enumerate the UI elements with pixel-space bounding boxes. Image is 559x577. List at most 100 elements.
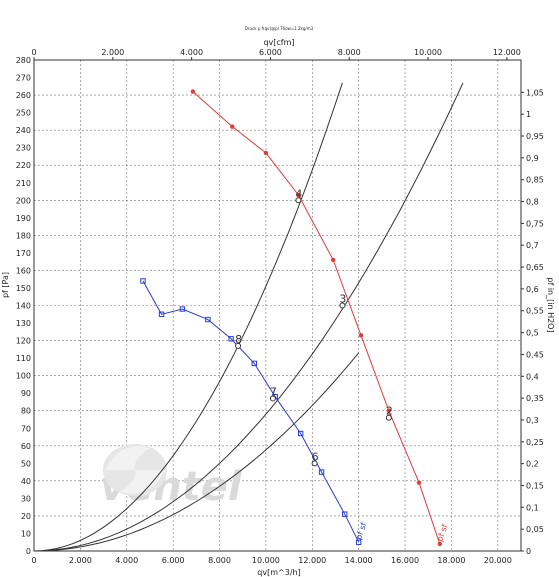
y2-tick-label: 1,05 [526, 88, 544, 97]
data-point-red [230, 124, 235, 129]
x-tick-label: 20.000 [484, 556, 512, 565]
operating-point-label: 7 [270, 385, 277, 398]
x-tick-label: 12.000 [298, 556, 326, 565]
y2-tick-label: 0,45 [526, 350, 544, 359]
y-tick-label: 20 [21, 512, 31, 521]
data-point-blue [355, 539, 362, 545]
y2-tick-label: 0,9 [526, 154, 539, 163]
tick-labels-layer: 0 2.000 4.000 6.000 8.000 10.000 12.000 14.000 1… [16, 48, 544, 565]
system-curve-1 [33, 352, 360, 552]
y2-tick-label: 0,15 [526, 481, 544, 490]
x2-tick-label: 2.000 [101, 48, 124, 57]
x2-tick-label: 10.000 [414, 48, 442, 57]
y2-tick-label: 0,8 [526, 198, 539, 207]
fan-icon [103, 444, 167, 496]
grid-layer [34, 59, 521, 551]
y-tick-label: 250 [16, 109, 31, 118]
operating-point-marker [295, 197, 302, 204]
y2-tick-label: 1 [526, 110, 531, 119]
data-point-red [190, 89, 196, 94]
data-point-blue [297, 430, 304, 437]
plot-border [33, 59, 522, 552]
y-tick-label: 90 [21, 389, 31, 398]
operating-points-layer: 2 3 4 6 7 8 [235, 187, 393, 467]
y-tick-label: 130 [16, 319, 31, 328]
data-point-blue [318, 469, 325, 475]
x-tick-label: 14.000 [345, 556, 373, 565]
data-point-red [296, 192, 301, 198]
data-point-red [386, 408, 392, 413]
y-tick-label: 120 [16, 337, 31, 346]
y2-tick-label: 0,2 [526, 460, 539, 469]
y2-tick-label: 0 [526, 547, 531, 556]
data-point-red [358, 333, 364, 338]
operating-point-label: 6 [312, 450, 319, 463]
data-point-blue [342, 511, 348, 517]
series-name-red: pf sf [435, 523, 449, 543]
y-tick-label: 70 [21, 424, 31, 433]
y-tick-label: 260 [16, 91, 31, 100]
y2-tick-label: 0,3 [526, 416, 539, 425]
y-tick-label: 210 [16, 179, 31, 188]
y2-tick-label: 0,75 [526, 219, 544, 228]
y-tick-label: 30 [21, 494, 31, 503]
data-point-red [263, 150, 269, 156]
x-tick-label: 18.000 [437, 556, 465, 565]
operating-point-marker [311, 460, 318, 467]
x-tick-label: 2.000 [69, 556, 92, 565]
system-curve-2 [33, 82, 464, 552]
y-tick-label: 80 [21, 407, 31, 416]
y-tick-label: 230 [16, 144, 31, 153]
y-tick-label: 0 [26, 547, 31, 556]
y2-tick-label: 0,05 [526, 525, 544, 534]
data-point-blue [228, 336, 234, 342]
y-tick-label: 150 [16, 284, 31, 293]
y2-tick-label: 0,65 [526, 263, 544, 272]
y-tick-label: 270 [16, 74, 31, 83]
operating-point-label: 2 [386, 405, 393, 418]
operating-point-label: 4 [295, 187, 302, 200]
operating-point-marker [385, 414, 392, 421]
y-tick-label: 50 [21, 459, 31, 468]
operating-point-label: 8 [235, 333, 242, 346]
x-tick-label: 4.000 [115, 556, 138, 565]
y2-tick-label: 0,85 [526, 176, 544, 185]
y-tick-label: 190 [16, 214, 31, 223]
y-tick-label: 180 [16, 231, 31, 240]
y-tick-label: 100 [16, 372, 31, 381]
x-tick-label: 16.000 [391, 556, 419, 565]
chart-title: Druck p f(qv)@pl 76ow=1.2kg/m3 [245, 26, 314, 31]
data-point-blue [179, 306, 186, 312]
y2-axis-title: pf in_[in H2O] [546, 277, 555, 332]
x2-tick-label: 0 [31, 48, 36, 57]
data-point-blue [251, 360, 258, 367]
x-axis-title: qv[m^3/h] [257, 568, 300, 577]
y-axis-title: pf [Pa] [1, 272, 10, 298]
y2-tick-label: 0,5 [526, 329, 539, 338]
y2-tick-label: 0,7 [526, 241, 539, 250]
y-tick-label: 60 [21, 442, 31, 451]
y2-tick-label: 0,1 [526, 503, 539, 512]
operating-point-marker [269, 395, 276, 402]
system-curve-3 [33, 82, 343, 552]
data-point-red [437, 541, 443, 547]
y-tick-label: 200 [16, 196, 31, 205]
data-point-blue [205, 316, 211, 323]
x2-tick-label: 6.000 [259, 48, 282, 57]
data-point-blue [158, 311, 165, 317]
y-tick-label: 140 [16, 302, 31, 311]
y-tick-label: 10 [21, 529, 31, 538]
y-tick-label: 240 [16, 126, 31, 135]
data-point-blue [140, 278, 146, 284]
y2-tick-label: 0,95 [526, 132, 544, 141]
x2-axis-title: qv[cfm] [263, 38, 294, 47]
operating-point-marker [235, 342, 242, 349]
series-name-blue: pf sf [354, 521, 368, 541]
operating-point-label: 3 [339, 293, 346, 306]
x2-tick-label: 12.000 [493, 48, 521, 57]
y-tick-label: 170 [16, 249, 31, 258]
series-line-blue [142, 280, 360, 543]
system-curves-layer [33, 82, 464, 552]
y2-tick-label: 0,55 [526, 307, 544, 316]
